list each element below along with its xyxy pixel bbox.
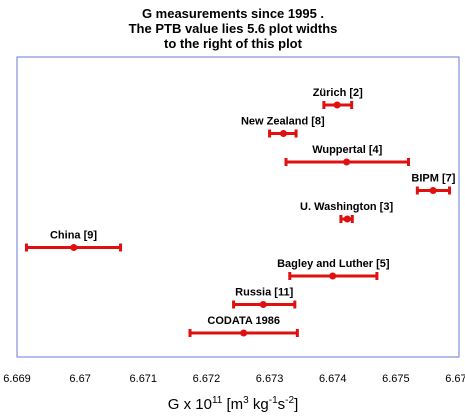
data-point-marker [240, 329, 248, 337]
x-axis-title-kg-exp: -1 [269, 395, 278, 406]
data-point-label: BIPM [7] [411, 173, 455, 185]
plot-frame [16, 56, 460, 358]
data-point-label: Zürich [2] [313, 87, 363, 99]
data-point-label: New Zealand [8] [241, 116, 325, 128]
data-point-marker [343, 215, 351, 223]
data-point-label: Russia [11] [235, 287, 293, 299]
data-point-group: Wuppertal [4] [284, 144, 410, 166]
x-tick-label: 6.671 [130, 373, 158, 385]
data-point-label: Bagley and Luther [5] [277, 258, 390, 270]
x-tick-labels: 6.669 6.67 6.671 6.672 6.673 6.674 6.675 6.676 [3, 373, 465, 385]
title-line-1: G measurements since 1995 . [142, 6, 324, 21]
x-tick-label: 6.67 [69, 373, 90, 385]
chart-title: G measurements since 1995 . The PTB valu… [129, 6, 338, 51]
data-point-group: China [9] [24, 230, 123, 252]
x-axis-title-exp: 11 [212, 395, 223, 406]
data-point-group: New Zealand [8] [241, 116, 325, 138]
x-axis-title-base: G x 10 [168, 396, 212, 413]
data-points: Zürich [2] New Zealand [8] Wuppertal [4] BI… [24, 87, 456, 337]
data-point-marker [70, 244, 78, 251]
data-point-marker [429, 187, 437, 194]
x-tick-label: 6.675 [382, 373, 410, 385]
data-point-marker [333, 101, 341, 109]
data-point-label: Wuppertal [4] [312, 144, 382, 156]
data-point-label: U. Washington [3] [300, 201, 393, 213]
data-point-group: BIPM [7] [411, 173, 456, 195]
title-line-2: The PTB value lies 5.6 plot widths [129, 21, 338, 36]
data-point-group: Russia [11] [232, 287, 297, 309]
data-point-marker [329, 272, 337, 280]
x-tick-label: 6.673 [256, 373, 284, 385]
x-axis-title-close: ] [294, 396, 298, 413]
x-tick-label: 6.672 [193, 373, 221, 385]
x-axis-title-m-exp: 3 [243, 395, 249, 406]
data-point-label: China [9] [50, 230, 97, 242]
data-point-group: CODATA 1986 [188, 315, 299, 337]
data-point-marker [343, 158, 351, 166]
x-axis-title: G x 1011 [m3 kg-1s-2] [168, 395, 298, 413]
x-tick-label: 6.674 [319, 373, 347, 385]
data-point-marker [279, 130, 287, 137]
data-point-group: Bagley and Luther [5] [277, 258, 390, 280]
x-tick-label: 6.669 [3, 373, 31, 385]
x-axis-title-s: s [278, 396, 286, 413]
x-tick-label: 6.676 [445, 373, 465, 385]
x-axis-title-units: [m [222, 396, 243, 413]
x-axis-title-kg: kg [249, 396, 269, 413]
title-line-3: to the right of this plot [164, 36, 303, 51]
data-point-group: U. Washington [3] [300, 201, 393, 223]
x-axis-title-s-exp: -2 [285, 395, 294, 406]
data-point-group: Zürich [2] [313, 87, 363, 109]
data-point-label: CODATA 1986 [207, 315, 280, 327]
data-point-marker [259, 301, 267, 308]
